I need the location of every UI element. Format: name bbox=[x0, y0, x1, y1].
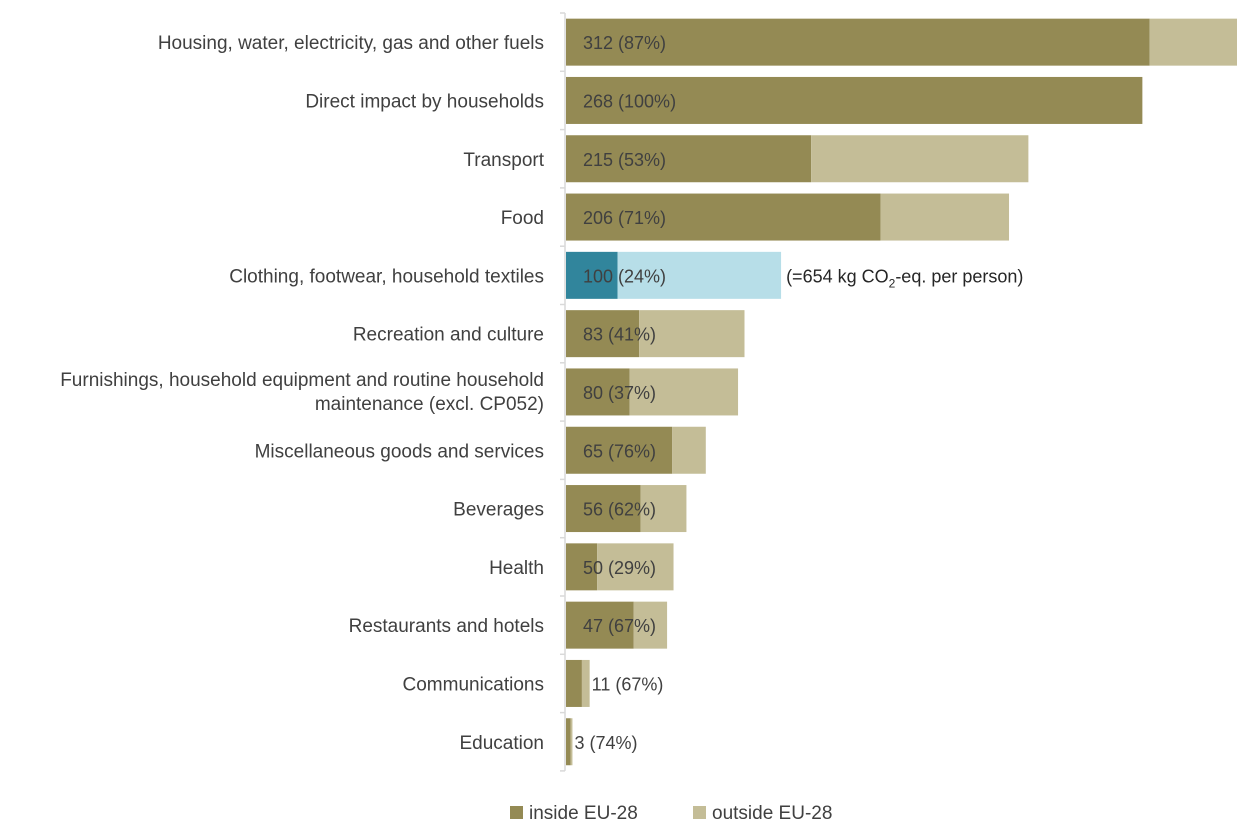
bar-outside-eu28 bbox=[581, 659, 590, 707]
category-label: Communications bbox=[403, 674, 545, 695]
bar-inside-eu28 bbox=[566, 718, 571, 766]
data-label: 56 (62%) bbox=[583, 500, 656, 520]
bar-outside-eu28 bbox=[1149, 18, 1237, 66]
category-label: Education bbox=[459, 733, 544, 754]
data-label: 11 (67%) bbox=[592, 674, 664, 694]
legend-label: outside EU-28 bbox=[712, 803, 832, 824]
data-label: 100 (24%) bbox=[583, 266, 666, 286]
category-label: Health bbox=[489, 558, 544, 579]
bar-inside-eu28 bbox=[566, 368, 630, 416]
bar-outside-eu28 bbox=[617, 251, 782, 299]
category-label: Furnishings, household equipment and rou… bbox=[60, 370, 544, 415]
bar-outside-eu28 bbox=[640, 485, 687, 533]
category-label: Housing, water, electricity, gas and oth… bbox=[158, 33, 544, 54]
bar-inside-eu28 bbox=[566, 659, 582, 707]
legend-label: inside EU-28 bbox=[529, 803, 638, 824]
data-label: 312 (87%) bbox=[583, 33, 666, 53]
data-label: 47 (67%) bbox=[583, 616, 656, 636]
bar-inside-eu28 bbox=[566, 485, 641, 533]
legend: inside EU-28 outside EU-28 bbox=[510, 803, 832, 824]
bar-inside-eu28 bbox=[566, 543, 598, 591]
bar-outside-eu28 bbox=[639, 310, 745, 358]
legend-swatch bbox=[693, 806, 706, 819]
data-label: 268 (100%) bbox=[583, 91, 676, 111]
bar-outside-eu28 bbox=[880, 193, 1010, 241]
bar-inside-eu28 bbox=[566, 76, 1143, 124]
category-label: Miscellaneous goods and services bbox=[255, 441, 544, 462]
bar-inside-eu28 bbox=[566, 310, 640, 358]
bars-group bbox=[560, 12, 1237, 772]
bar-inside-eu28 bbox=[566, 193, 881, 241]
bar-outside-eu28 bbox=[811, 135, 1029, 183]
category-label: Beverages bbox=[453, 500, 544, 521]
category-label: Recreation and culture bbox=[353, 325, 544, 346]
bar-inside-eu28 bbox=[566, 426, 673, 474]
category-label: Transport bbox=[463, 150, 544, 171]
bar-outside-eu28 bbox=[633, 601, 668, 649]
data-label: 50 (29%) bbox=[583, 558, 656, 578]
category-label: Direct impact by households bbox=[305, 91, 544, 112]
bar-outside-eu28 bbox=[629, 368, 739, 416]
bar-inside-eu28 bbox=[566, 601, 634, 649]
category-label: Restaurants and hotels bbox=[349, 616, 544, 637]
data-labels: 312 (87%) 268 (100%) 215 (53%) 206 (71%) 100… bbox=[574, 33, 1023, 753]
category-labels: Housing, water, electricity, gas and oth… bbox=[60, 33, 545, 754]
category-label: Clothing, footwear, household textiles bbox=[229, 266, 544, 287]
bar-outside-eu28 bbox=[570, 718, 573, 766]
bar-inside-eu28 bbox=[566, 251, 618, 299]
bar-outside-eu28 bbox=[672, 426, 706, 474]
annotation-label: (=654 kg CO2-eq. per person) bbox=[786, 266, 1023, 290]
category-label: Food bbox=[501, 208, 544, 229]
data-label: 215 (53%) bbox=[583, 150, 666, 170]
data-label: 80 (37%) bbox=[583, 383, 656, 403]
data-label: 83 (41%) bbox=[583, 325, 656, 345]
bar-inside-eu28 bbox=[566, 135, 812, 183]
data-label: 206 (71%) bbox=[583, 208, 666, 228]
data-label: 65 (76%) bbox=[583, 441, 656, 461]
bar-inside-eu28 bbox=[566, 18, 1150, 66]
bar-outside-eu28 bbox=[597, 543, 674, 591]
legend-swatch bbox=[510, 806, 523, 819]
data-label: 3 (74%) bbox=[574, 733, 637, 753]
